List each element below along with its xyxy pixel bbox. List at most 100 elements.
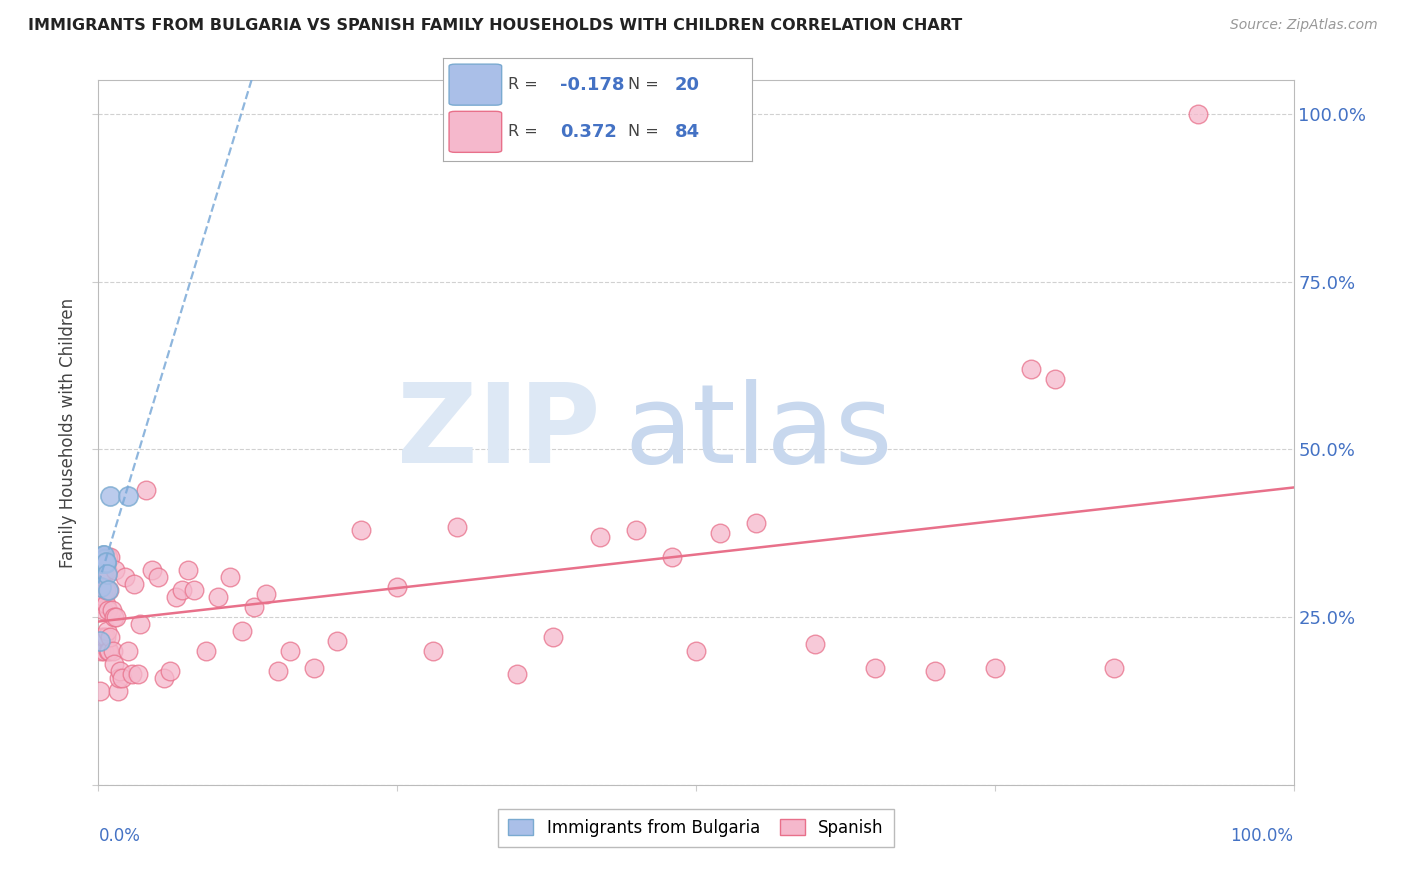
Point [91, 590, 114, 604]
Point [100, 603, 122, 617]
Point [101, 644, 124, 658]
Point [278, 644, 301, 658]
Point [422, 644, 444, 658]
Point [90, 630, 112, 644]
Point [97, 549, 120, 564]
Point [541, 630, 564, 644]
Point [91, 570, 114, 584]
Point [159, 664, 181, 678]
Point [267, 664, 290, 678]
Point [195, 644, 218, 658]
Point [1187, 107, 1209, 121]
Point [103, 657, 125, 672]
Point [91, 576, 114, 591]
Point [103, 610, 125, 624]
Point [506, 667, 529, 681]
Point [745, 516, 768, 531]
Point [91, 553, 114, 567]
Point [183, 583, 205, 598]
Point [93, 563, 115, 577]
Point [207, 590, 229, 604]
Text: ZIP: ZIP [396, 379, 600, 486]
Text: 84: 84 [675, 123, 700, 141]
Point [243, 600, 266, 615]
Point [302, 660, 325, 674]
Point [90, 644, 112, 658]
Point [98, 489, 122, 503]
Point [96, 563, 118, 577]
Text: 0.0%: 0.0% [98, 827, 141, 846]
Point [97, 583, 120, 598]
Point [90, 557, 112, 571]
Point [984, 660, 1007, 674]
Point [94, 557, 117, 571]
Point [91, 553, 114, 567]
Point [108, 664, 131, 678]
Point [97, 603, 120, 617]
Point [93, 549, 115, 564]
Point [98, 583, 121, 598]
Point [661, 549, 683, 564]
Point [865, 660, 887, 674]
Point [105, 610, 128, 624]
Point [91, 597, 114, 611]
Text: 20: 20 [675, 76, 700, 94]
Point [350, 523, 373, 537]
Point [90, 580, 112, 594]
Point [117, 489, 139, 503]
Point [141, 563, 163, 577]
Point [685, 644, 707, 658]
Point [94, 583, 117, 598]
Point [93, 644, 115, 658]
Point [326, 633, 349, 648]
Point [165, 590, 187, 604]
Point [98, 644, 121, 658]
Text: -0.178: -0.178 [561, 76, 624, 94]
Point [1019, 362, 1042, 376]
Point [153, 671, 176, 685]
Point [96, 624, 118, 638]
Point [804, 637, 827, 651]
Text: 100.0%: 100.0% [1230, 827, 1294, 846]
Point [107, 671, 129, 685]
Point [1104, 660, 1126, 674]
FancyBboxPatch shape [449, 64, 502, 105]
Text: atlas: atlas [624, 379, 893, 486]
Point [254, 587, 277, 601]
Point [709, 526, 731, 541]
Point [91, 603, 114, 617]
Text: R =: R = [508, 77, 537, 92]
Point [114, 570, 136, 584]
Point [385, 580, 409, 594]
Point [626, 523, 648, 537]
Point [94, 555, 117, 569]
Point [93, 630, 115, 644]
Point [91, 549, 114, 564]
Point [93, 549, 115, 563]
Point [135, 483, 157, 497]
Text: R =: R = [508, 124, 537, 139]
Point [91, 553, 114, 567]
Point [129, 616, 152, 631]
Point [93, 552, 115, 566]
Point [89, 633, 111, 648]
Point [96, 549, 118, 564]
Point [148, 570, 170, 584]
Point [127, 667, 149, 681]
Point [89, 684, 111, 698]
Point [172, 583, 194, 598]
Point [91, 557, 114, 571]
Point [589, 530, 612, 544]
Point [111, 671, 134, 685]
Y-axis label: Family Households with Children: Family Households with Children [59, 298, 77, 567]
Point [231, 624, 253, 638]
Point [98, 549, 122, 564]
Point [91, 549, 114, 563]
Point [107, 684, 129, 698]
Point [177, 563, 200, 577]
Point [117, 644, 139, 658]
Point [219, 570, 242, 584]
Point [121, 667, 143, 681]
Point [98, 630, 122, 644]
Point [93, 590, 115, 604]
